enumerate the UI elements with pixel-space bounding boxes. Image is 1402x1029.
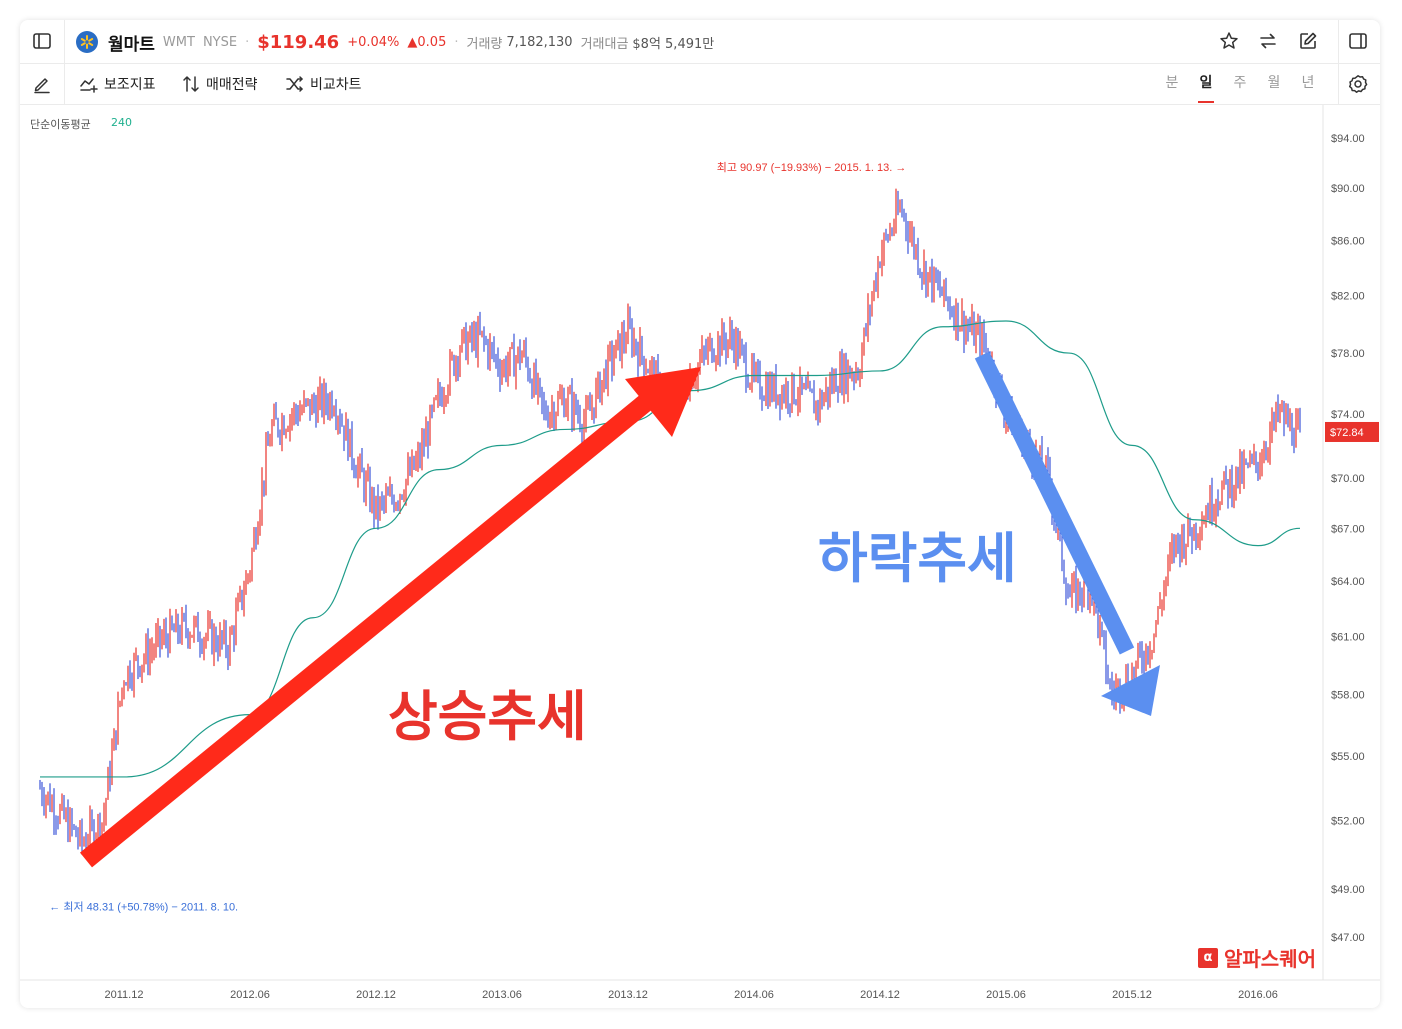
x-tick-label: 2013.12 bbox=[608, 989, 648, 1001]
edit-icon[interactable] bbox=[1296, 29, 1320, 53]
change-percent: +0.04% bbox=[347, 34, 400, 50]
y-tick-label: $82.00 bbox=[1331, 290, 1365, 302]
x-tick-label: 2015.12 bbox=[1112, 989, 1152, 1001]
x-tick-label: 2011.12 bbox=[105, 989, 144, 1001]
indicator-label: 단순이동평균 bbox=[30, 118, 91, 131]
indicator-chart-icon bbox=[80, 78, 98, 93]
period-week[interactable]: 주 bbox=[1233, 75, 1247, 91]
up-trend-arrow-head bbox=[625, 367, 701, 437]
separator-dot: · bbox=[454, 34, 459, 50]
buy-sell-arrows-icon bbox=[183, 76, 199, 92]
chart-card: 월마트 WMT NYSE · $119.46 +0.04% ▲0.05 · 거래… bbox=[20, 20, 1380, 1008]
indicator-value: 240 bbox=[111, 116, 132, 129]
up-trend-arrow-shaft bbox=[79, 395, 652, 868]
star-icon[interactable] bbox=[1217, 29, 1241, 53]
y-tick-label: $49.00 bbox=[1331, 884, 1365, 896]
y-tick-label: $67.00 bbox=[1331, 523, 1365, 535]
y-tick-label: $55.00 bbox=[1331, 751, 1365, 763]
y-tick-label: $94.00 bbox=[1331, 133, 1365, 145]
chart-area[interactable]: 단순이동평균 240 $94.00 $90.00 $86.00 $82.00 $78.0… bbox=[20, 105, 1380, 1008]
y-tick-label: $61.00 bbox=[1331, 631, 1365, 643]
x-tick-label: 2012.12 bbox=[356, 989, 396, 1001]
strategy-button[interactable]: 매매전략 bbox=[182, 74, 258, 94]
x-tick-label: 2012.06 bbox=[230, 989, 270, 1001]
exchange-name: NYSE bbox=[202, 34, 238, 50]
stock-name: 월마트 bbox=[108, 34, 155, 55]
x-tick-label: 2015.06 bbox=[986, 989, 1026, 1001]
volume-label: 거래량 bbox=[466, 36, 503, 52]
alpha-logo-icon: α bbox=[1198, 947, 1218, 968]
y-tick-label: $70.00 bbox=[1331, 473, 1365, 485]
chart-toolbar: 보조지표 매매전략 비교차트 분 일 주 월 년 bbox=[20, 64, 1380, 105]
sidebar-toggle-icon[interactable] bbox=[30, 29, 54, 53]
indicators-button[interactable]: 보조지표 bbox=[80, 74, 156, 94]
panel-toggle-icon[interactable] bbox=[1346, 29, 1370, 53]
settings-gear-icon[interactable] bbox=[1346, 72, 1370, 96]
down-trend-arrow-shaft bbox=[974, 351, 1135, 655]
watermark-text: 알파스퀘어 bbox=[1224, 947, 1316, 971]
shuffle-icon bbox=[286, 76, 303, 92]
high-annotation: 최고 90.97 (−19.93%) − 2015. 1. 13. → bbox=[717, 161, 907, 174]
price-chart-svg: $94.00 $90.00 $86.00 $82.00 $78.00 $74.00 $70.… bbox=[20, 105, 1380, 1001]
ticker-symbol: WMT bbox=[162, 34, 195, 50]
y-tick-label: $74.00 bbox=[1331, 409, 1365, 421]
period-month[interactable]: 월 bbox=[1267, 75, 1281, 91]
compare-label: 비교차트 bbox=[310, 77, 362, 93]
draw-pen-icon[interactable] bbox=[30, 72, 54, 96]
change-absolute: ▲0.05 bbox=[407, 34, 447, 50]
current-price-label: $72.84 bbox=[1330, 427, 1364, 439]
stock-info: 월마트 WMT NYSE · $119.46 +0.04% ▲0.05 · 거래… bbox=[76, 30, 715, 55]
y-tick-label: $86.00 bbox=[1331, 236, 1365, 248]
period-year[interactable]: 년 bbox=[1301, 75, 1315, 91]
period-minute[interactable]: 분 bbox=[1165, 75, 1179, 91]
up-trend-label: 상승추세 bbox=[388, 685, 587, 748]
swap-icon[interactable] bbox=[1256, 29, 1280, 53]
active-period-indicator bbox=[1198, 101, 1214, 103]
stock-header: 월마트 WMT NYSE · $119.46 +0.04% ▲0.05 · 거래… bbox=[20, 20, 1380, 64]
amount-value: $8억 5,491만 bbox=[632, 36, 715, 52]
volume-value: 7,182,130 bbox=[506, 34, 573, 50]
walmart-logo-icon bbox=[76, 31, 98, 53]
current-price: $119.46 bbox=[257, 31, 340, 53]
y-tick-label: $52.00 bbox=[1331, 815, 1365, 827]
strategy-label: 매매전략 bbox=[206, 77, 258, 93]
x-tick-label: 2016.06 bbox=[1238, 989, 1278, 1001]
compare-button[interactable]: 비교차트 bbox=[286, 74, 362, 94]
y-tick-label: $47.00 bbox=[1331, 932, 1365, 944]
separator-dot: · bbox=[245, 34, 250, 50]
down-trend-arrow-head bbox=[1101, 665, 1160, 716]
y-tick-label: $64.00 bbox=[1331, 576, 1365, 588]
y-tick-label: $78.00 bbox=[1331, 348, 1365, 360]
current-price-tag bbox=[1325, 421, 1379, 442]
low-annotation: ← 최저 48.31 (+50.78%) − 2011. 8. 10. bbox=[49, 900, 238, 913]
x-tick-label: 2014.12 bbox=[860, 989, 900, 1001]
amount-label: 거래대금 bbox=[580, 36, 629, 52]
x-tick-label: 2013.06 bbox=[482, 989, 522, 1001]
y-tick-label: $58.00 bbox=[1331, 690, 1365, 702]
x-tick-label: 2014.06 bbox=[734, 989, 774, 1001]
down-trend-label: 하락추세 bbox=[818, 527, 1017, 590]
alphasquare-watermark: α 알파스퀘어 bbox=[1198, 943, 1316, 972]
period-day[interactable]: 일 bbox=[1199, 75, 1213, 91]
indicators-label: 보조지표 bbox=[104, 77, 156, 93]
y-tick-label: $90.00 bbox=[1331, 183, 1365, 195]
